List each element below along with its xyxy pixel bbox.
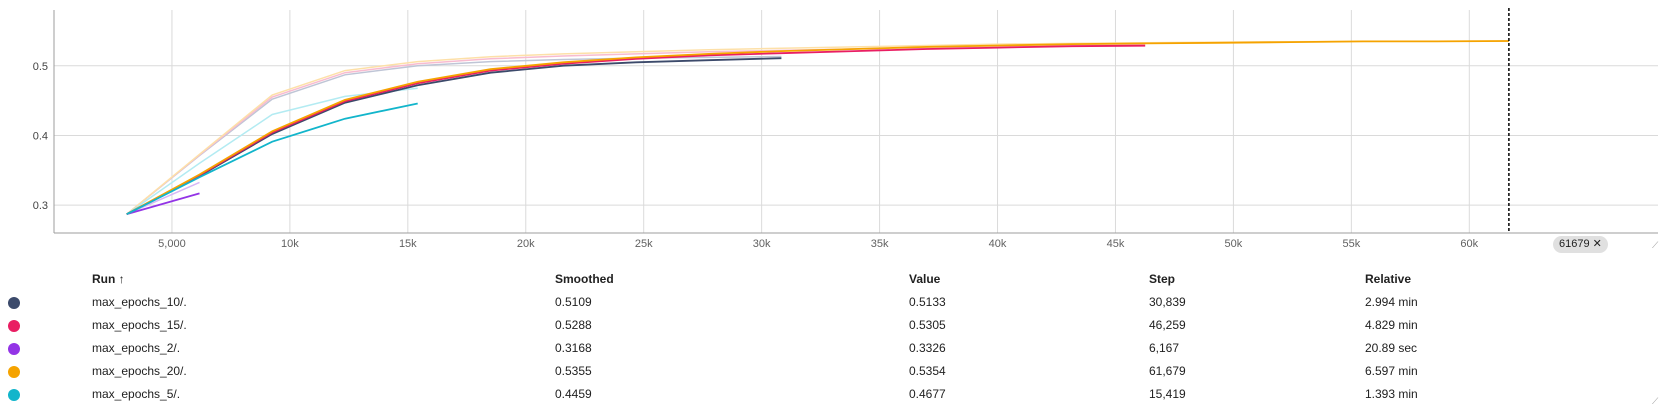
column-header-value[interactable]: Value: [909, 272, 941, 286]
x-tick-label: 40k: [989, 238, 1007, 250]
cell-value: 0.5354: [909, 364, 946, 378]
cell-relative: 6.597 min: [1365, 364, 1418, 378]
x-tick-label: 25k: [635, 238, 653, 250]
cell-run: max_epochs_5/.: [92, 387, 181, 401]
smoothed-series-lines: [126, 40, 1509, 216]
cell-run: max_epochs_2/.: [92, 341, 181, 355]
cell-step: 46,259: [1149, 318, 1186, 332]
table-row[interactable]: max_epochs_5/. 0.4459 0.4677 15,419 1.393 mi…: [0, 384, 1666, 407]
cell-smoothed: 0.5109: [555, 295, 592, 309]
cell-value: 0.5133: [909, 295, 946, 309]
run-color-dot: [8, 320, 20, 332]
x-tick-label: 5,000: [158, 238, 186, 250]
cell-smoothed: 0.4459: [555, 387, 592, 401]
x-tick-label: 15k: [399, 238, 417, 250]
cell-smoothed: 0.3168: [555, 341, 592, 355]
column-header-run[interactable]: Run ↑: [92, 272, 125, 286]
grid-lines: [54, 10, 1658, 233]
raw-series-lines: [126, 40, 1509, 215]
cell-smoothed: 0.5288: [555, 318, 592, 332]
cell-relative: 20.89 sec: [1365, 341, 1418, 355]
cell-relative: 2.994 min: [1365, 295, 1418, 309]
x-tick-label: 45k: [1107, 238, 1125, 250]
y-tick-label: 0.3: [33, 200, 48, 212]
step-cursor-value: 61679: [1559, 238, 1590, 250]
x-tick-label: 50k: [1225, 238, 1243, 250]
x-tick-label: 10k: [281, 238, 299, 250]
cell-step: 61,679: [1149, 364, 1186, 378]
x-tick-label: 35k: [871, 238, 889, 250]
smoothed-series-line: [126, 44, 1146, 215]
smoothed-series-line: [126, 40, 1509, 215]
cell-run: max_epochs_20/.: [92, 364, 187, 378]
cell-smoothed: 0.5355: [555, 364, 592, 378]
step-cursor-badge[interactable]: 61679 ✕: [1553, 236, 1608, 253]
cell-run: max_epochs_10/.: [92, 295, 187, 309]
x-tick-label: 20k: [517, 238, 535, 250]
cell-step: 15,419: [1149, 387, 1186, 401]
smoothed-series-line: [126, 57, 782, 215]
cell-relative: 4.829 min: [1365, 318, 1418, 332]
cell-value: 0.3326: [909, 341, 946, 355]
x-tick-label: 55k: [1342, 238, 1360, 250]
column-header-smoothed[interactable]: Smoothed: [555, 272, 614, 286]
cell-step: 30,839: [1149, 295, 1186, 309]
cell-run: max_epochs_15/.: [92, 318, 187, 332]
run-color-dot: [8, 366, 20, 378]
y-tick-label: 0.4: [33, 130, 48, 142]
table-row[interactable]: max_epochs_10/. 0.5109 0.5133 30,839 2.994 m…: [0, 292, 1666, 315]
y-tick-label: 0.5: [33, 61, 48, 73]
raw-series-line: [126, 40, 1509, 215]
resize-handle-icon[interactable]: ⟋: [1652, 396, 1659, 406]
column-header-relative[interactable]: Relative: [1365, 272, 1412, 286]
table-row[interactable]: max_epochs_2/. 0.3168 0.3326 6,167 20.89 sec: [0, 338, 1666, 361]
axes: [53, 10, 1658, 234]
cell-relative: 1.393 min: [1365, 387, 1418, 401]
tick-labels: 5,000 10k 15k 20k 25k 30k 35k 40k 45k 50k 55k 60k 0.…: [33, 61, 1479, 250]
smoothed-series-line: [126, 102, 418, 216]
table-row[interactable]: max_epochs_15/. 0.5288 0.5305 46,259 4.829 m…: [0, 315, 1666, 338]
run-color-dot: [8, 297, 20, 309]
resize-handle-icon[interactable]: ⟋: [1652, 240, 1659, 250]
column-header-step[interactable]: Step: [1149, 272, 1176, 286]
cell-value: 0.5305: [909, 318, 946, 332]
run-color-dot: [8, 343, 20, 355]
x-tick-label: 30k: [753, 238, 771, 250]
cell-step: 6,167: [1149, 341, 1180, 355]
cell-value: 0.4677: [909, 387, 946, 401]
x-tick-label: 60k: [1460, 238, 1478, 250]
smoothed-series-line: [126, 192, 200, 216]
run-color-dot: [8, 389, 20, 401]
line-chart[interactable]: 5,000 10k 15k 20k 25k 30k 35k 40k 45k 50k 55k 60k 0.…: [0, 0, 1666, 260]
table-row[interactable]: max_epochs_20/. 0.5355 0.5354 61,679 6.597 m…: [0, 361, 1666, 384]
close-icon[interactable]: ✕: [1592, 238, 1602, 250]
